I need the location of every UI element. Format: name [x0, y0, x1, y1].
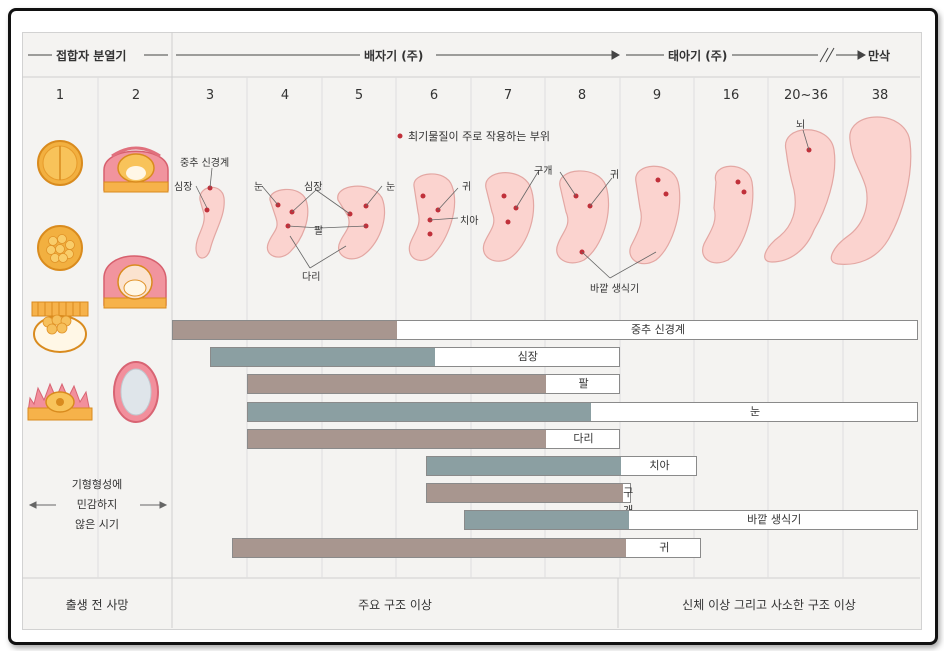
teratogen-site-note: 최기물질이 주로 작용하는 부위: [408, 130, 551, 143]
label-arm: 팔: [314, 226, 324, 237]
sensitivity-bar: 심장: [209, 347, 620, 368]
label-eye-5: 눈: [386, 182, 396, 193]
label-teeth: 치아: [460, 216, 479, 227]
label-heart-3: 심장: [174, 182, 193, 193]
week-number: 4: [280, 88, 290, 103]
sensitivity-bar: 중추 신경계: [172, 320, 918, 340]
bar-label: 중추 신경계: [630, 323, 686, 336]
highly-sensitive-period: [427, 484, 624, 503]
bar-label: 다리: [573, 431, 594, 445]
highly-sensitive-period: [248, 429, 546, 448]
header-zygote-label: 접합자 분열기: [56, 49, 127, 63]
week-number: 9: [652, 88, 662, 103]
label-cns: 중추 신경계: [180, 158, 230, 169]
week-number: 5: [354, 88, 364, 103]
label-leaders: [195, 129, 810, 279]
embryo-week8-icon: [556, 170, 610, 264]
header-fetal-label: 태아기 (주): [668, 49, 728, 63]
label-heart-5: 심장: [304, 182, 323, 193]
insensitive-period-line2: 민감하지: [76, 498, 118, 511]
week-number: 38: [871, 88, 889, 103]
label-palate: 구개: [534, 166, 553, 177]
bar-label: 팔: [578, 377, 589, 391]
label-eye-4: 눈: [254, 182, 264, 193]
label-leg: 다리: [302, 272, 321, 283]
implantation-deep-icon: [103, 255, 167, 309]
week-number: 8: [577, 88, 587, 103]
fetus-week20-36-icon: [764, 129, 836, 263]
label-brain: 뇌: [796, 120, 806, 131]
sensitivity-bar: 바깥 생식기: [463, 510, 918, 531]
bar-label: 귀: [659, 540, 670, 554]
zygote-two-cell-icon: [37, 140, 83, 186]
fetus-week38-icon: [830, 116, 912, 265]
embryo-week6-icon: [408, 173, 456, 261]
sensitivity-bar: 구개: [426, 483, 634, 517]
bar-label: 구개: [623, 486, 634, 517]
highly-sensitive-period: [233, 538, 627, 557]
sensitivity-bar: 눈: [247, 401, 918, 422]
embryo-week7-icon: [482, 172, 535, 262]
sensitive-site-dots: [204, 133, 812, 255]
implanted-embryo-icon: [27, 382, 93, 421]
week-number: 1: [55, 88, 65, 103]
highly-sensitive-period: [210, 348, 435, 367]
sensitivity-bar: 다리: [247, 428, 620, 449]
bar-label: 눈: [749, 404, 761, 418]
label-external-genitalia: 바깥 생식기: [590, 284, 640, 295]
header-term-label: 만삭: [868, 49, 891, 63]
sensitivity-bar: 귀: [232, 537, 702, 558]
footer-minor-anomalies: 신체 이상 그리고 사소한 구조 이상: [682, 598, 856, 612]
footer-prenatal-death: 출생 전 사망: [65, 598, 129, 612]
header-embryo-label: 배자기 (주): [364, 49, 424, 63]
week-number: 2: [131, 88, 141, 103]
sensitivity-bar: 치아: [426, 456, 698, 476]
highly-sensitive-period: [173, 321, 397, 339]
embryo-week5-icon: [337, 185, 386, 260]
insensitive-period-line3: 않은 시기: [75, 518, 119, 531]
chorionic-sac-icon: [113, 361, 159, 423]
sensitivity-bar: 팔: [247, 374, 620, 395]
week-number: 3: [205, 88, 215, 103]
fetus-week16-icon: [702, 165, 754, 264]
morula-icon: [37, 225, 83, 271]
week-number: 20~36: [784, 88, 828, 103]
blastocyst-implanting-icon: [31, 301, 89, 353]
highly-sensitive-period: [248, 375, 546, 394]
highly-sensitive-period: [248, 402, 591, 421]
embryo-week3-icon: [195, 186, 225, 259]
bar-label: 치아: [649, 459, 670, 472]
week-number: 6: [429, 88, 439, 103]
insensitive-period-line1: 기형형성에: [71, 478, 123, 491]
bar-label: 바깥 생식기: [747, 513, 802, 527]
bar-label: 심장: [517, 350, 538, 364]
label-ear-6: 귀: [462, 182, 472, 193]
week-number: 7: [503, 88, 513, 103]
footer-major-anomalies: 주요 구조 이상: [358, 598, 432, 612]
highly-sensitive-period: [427, 457, 621, 475]
embryo-figures: [195, 116, 912, 265]
implantation-week2-icon: [103, 146, 169, 193]
highly-sensitive-period: [464, 511, 630, 530]
label-ear-8: 귀: [610, 170, 620, 181]
fetus-week9-icon: [629, 165, 681, 265]
week-number: 16: [722, 88, 740, 103]
